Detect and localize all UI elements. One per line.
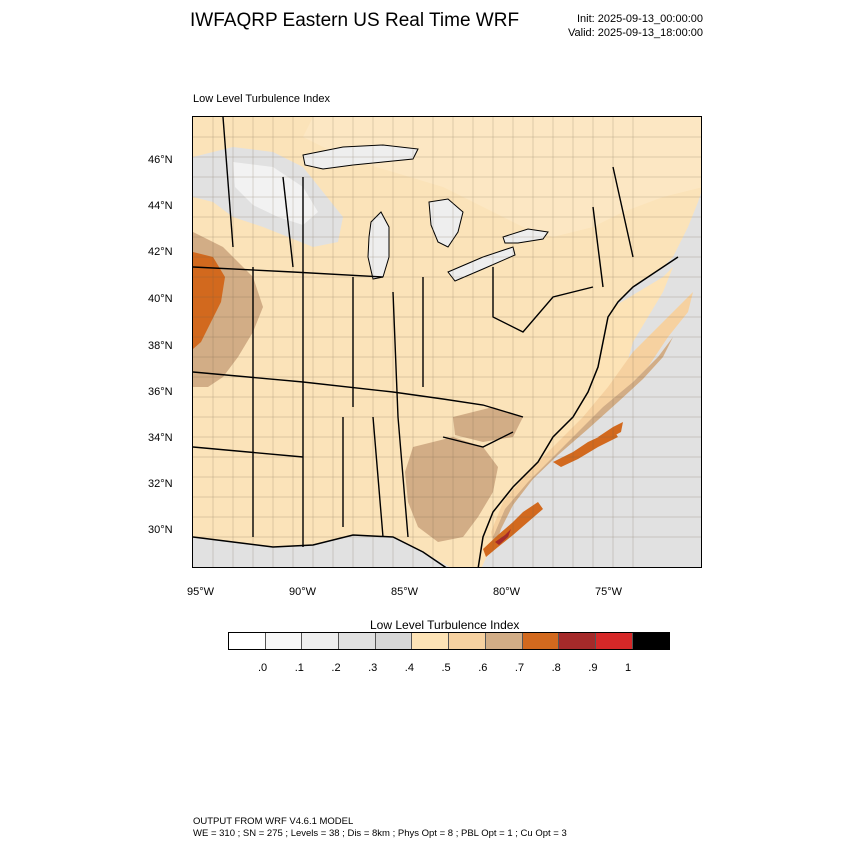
colorbar-label: .7 — [514, 662, 525, 674]
colorbar-swatch — [229, 633, 266, 649]
map-panel — [192, 116, 702, 568]
colorbar-swatch — [632, 633, 670, 649]
lat-label: 40°N — [148, 293, 173, 305]
lat-label: 32°N — [148, 478, 173, 490]
lon-label: 95°W — [187, 586, 215, 598]
map-subtitle: Low Level Turbulence Index — [193, 93, 330, 105]
lat-label: 34°N — [148, 432, 173, 444]
orange-band-2 — [598, 422, 623, 439]
map-svg — [193, 117, 701, 567]
colorbar-title: Low Level Turbulence Index — [370, 618, 520, 632]
colorbar-label: .2 — [331, 662, 341, 674]
colorbar-swatch — [449, 633, 486, 649]
valid-time: Valid: 2025-09-13_18:00:00 — [568, 27, 703, 39]
state-borders — [193, 117, 634, 547]
orange-band-1 — [553, 429, 618, 467]
lon-label: 80°W — [493, 586, 521, 598]
atlantic-coastline — [477, 256, 679, 567]
colorbar-swatch — [522, 633, 560, 649]
lon-label: 75°W — [595, 586, 623, 598]
lat-label: 38°N — [148, 340, 173, 352]
colorbar-swatch — [595, 633, 633, 649]
init-time: Init: 2025-09-13_00:00:00 — [577, 13, 703, 25]
lat-label: 46°N — [148, 154, 173, 166]
colorbar-label: .8 — [551, 662, 561, 674]
west-orange — [193, 252, 225, 349]
lon-label: 85°W — [391, 586, 419, 598]
footer-config: WE = 310 ; SN = 275 ; Levels = 38 ; Dis … — [193, 828, 567, 839]
lat-label: 44°N — [148, 200, 173, 212]
colorbar-label: .0 — [258, 662, 268, 674]
upper-midwest-light — [233, 162, 318, 225]
southeast-brown — [405, 437, 498, 542]
colorbar-swatch — [265, 633, 303, 649]
colorbar — [228, 632, 671, 650]
colorbar-swatch — [412, 633, 450, 649]
colorbar-label: .4 — [404, 662, 414, 674]
gulf-of-mexico — [193, 535, 450, 567]
colorbar-swatch — [375, 633, 413, 649]
footer-model: OUTPUT FROM WRF V4.6.1 MODEL — [193, 816, 354, 827]
page-title: IWFAQRP Eastern US Real Time WRF — [190, 10, 520, 31]
colorbar-label: .9 — [588, 662, 598, 674]
colorbar-swatch — [302, 633, 340, 649]
colorbar-swatch — [559, 633, 596, 649]
lon-label: 90°W — [289, 586, 317, 598]
lake-michigan — [367, 211, 390, 280]
lat-label: 36°N — [148, 386, 173, 398]
colorbar-label: .5 — [441, 662, 451, 674]
lake-ontario — [502, 228, 549, 244]
colorbar-label: .1 — [294, 662, 304, 674]
colorbar-label: 1 — [625, 662, 632, 674]
colorbar-swatch — [339, 633, 376, 649]
offshore-brown — [493, 337, 673, 547]
colorbar-label: .6 — [478, 662, 488, 674]
carolina-brown — [453, 407, 523, 442]
lat-label: 42°N — [148, 246, 173, 258]
lat-label: 30°N — [148, 524, 173, 536]
gulf-coastline — [193, 534, 447, 567]
colorbar-swatch — [485, 633, 523, 649]
colorbar-label: .3 — [368, 662, 378, 674]
